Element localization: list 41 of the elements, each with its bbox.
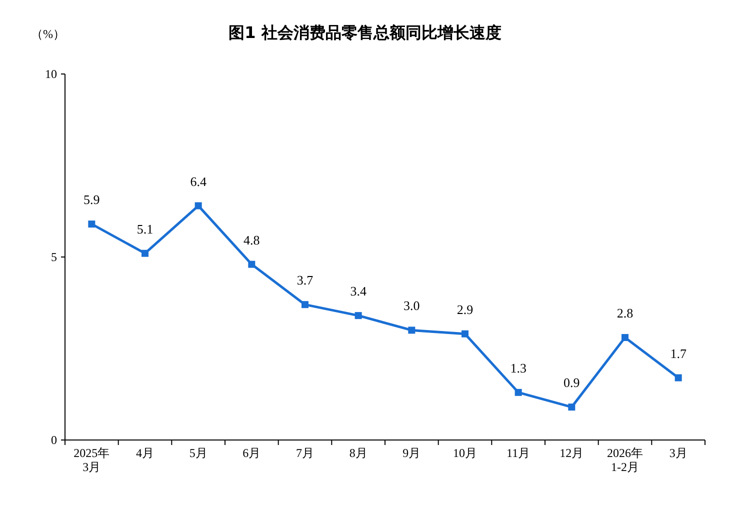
data-label: 3.4 [350, 284, 367, 299]
x-tick-label: 7月 [296, 446, 314, 460]
x-tick-label: 6月 [242, 446, 261, 460]
point [568, 404, 576, 411]
data-label: 5.1 [136, 221, 154, 236]
chart-title: 图1 社会消费品零售总额同比增长速度 [228, 23, 502, 42]
point [194, 202, 202, 210]
point [462, 330, 468, 338]
data-label: 3.0 [404, 298, 420, 314]
y-tick-label: 0 [51, 433, 57, 447]
data-label: 2.8 [616, 306, 634, 321]
point [142, 250, 148, 257]
x-tick-label: 2025年 3月 [74, 446, 110, 474]
data-label: 5.9 [84, 192, 100, 208]
point [408, 326, 416, 334]
point [622, 334, 628, 342]
x-tick-label: 2026年 1-2月 [607, 446, 643, 474]
data-label: 6.4 [190, 174, 207, 189]
y-tick-label: 10 [45, 67, 57, 81]
y-axis-title: （%） [31, 27, 65, 41]
data-label: 4.8 [244, 232, 260, 248]
point [514, 388, 522, 396]
data-label: 1.3 [510, 360, 526, 376]
x-tick-label: 9月 [402, 446, 421, 460]
point [354, 312, 362, 320]
x-tick-label: 10月 [453, 446, 477, 460]
data-label: 2.9 [456, 302, 474, 317]
x-tick-label: 5月 [189, 446, 208, 460]
x-tick-label: 12月 [560, 446, 584, 460]
point [302, 301, 308, 308]
data-label: 3.7 [296, 272, 314, 288]
x-tick-label: 8月 [349, 446, 368, 460]
x-tick-label: 11月 [506, 446, 530, 460]
point [248, 260, 256, 268]
point [88, 220, 96, 228]
x-tick-label: 4月 [136, 446, 154, 460]
data-label: 0.9 [564, 375, 580, 390]
y-tick-label: 5 [51, 250, 57, 264]
x-tick-label: 3月 [669, 446, 688, 460]
point [674, 374, 682, 382]
data-label: 1.7 [670, 346, 687, 361]
